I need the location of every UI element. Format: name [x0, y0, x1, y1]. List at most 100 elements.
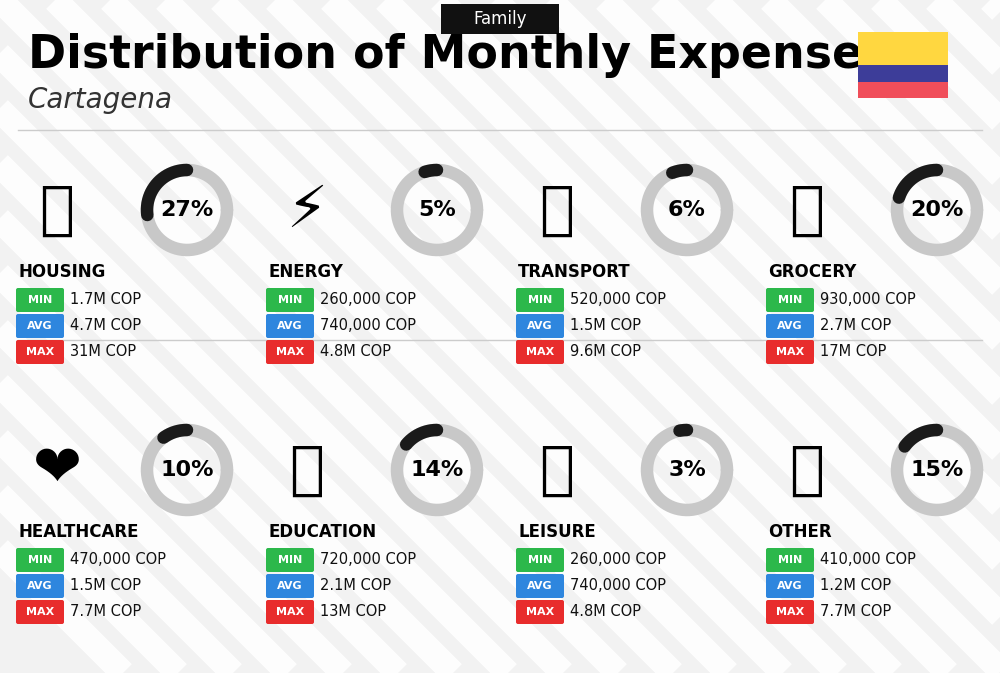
- Text: 1.7M COP: 1.7M COP: [70, 293, 141, 308]
- Text: 740,000 COP: 740,000 COP: [570, 579, 666, 594]
- FancyBboxPatch shape: [266, 600, 314, 624]
- Text: 14%: 14%: [410, 460, 464, 480]
- Text: AVG: AVG: [277, 581, 303, 591]
- Text: 31M COP: 31M COP: [70, 345, 136, 359]
- Text: Distribution of Monthly Expenses: Distribution of Monthly Expenses: [28, 32, 890, 77]
- FancyBboxPatch shape: [516, 600, 564, 624]
- Text: 520,000 COP: 520,000 COP: [570, 293, 666, 308]
- Text: MAX: MAX: [26, 347, 54, 357]
- Text: ⚡: ⚡: [287, 182, 328, 238]
- Text: Family: Family: [473, 10, 527, 28]
- Text: 27%: 27%: [160, 200, 214, 220]
- Text: 1.5M COP: 1.5M COP: [570, 318, 641, 334]
- Text: 720,000 COP: 720,000 COP: [320, 553, 416, 567]
- Text: MAX: MAX: [276, 347, 304, 357]
- FancyBboxPatch shape: [266, 288, 314, 312]
- FancyBboxPatch shape: [16, 548, 64, 572]
- FancyBboxPatch shape: [516, 340, 564, 364]
- Text: 🏢: 🏢: [40, 182, 74, 238]
- Text: 2.7M COP: 2.7M COP: [820, 318, 891, 334]
- Text: 9.6M COP: 9.6M COP: [570, 345, 641, 359]
- FancyBboxPatch shape: [266, 548, 314, 572]
- Text: 930,000 COP: 930,000 COP: [820, 293, 916, 308]
- FancyBboxPatch shape: [16, 340, 64, 364]
- FancyBboxPatch shape: [766, 548, 814, 572]
- Text: 3%: 3%: [668, 460, 706, 480]
- Text: 13M COP: 13M COP: [320, 604, 386, 620]
- Text: LEISURE: LEISURE: [518, 523, 596, 541]
- Text: MIN: MIN: [28, 555, 52, 565]
- Text: 2.1M COP: 2.1M COP: [320, 579, 391, 594]
- FancyBboxPatch shape: [858, 81, 948, 98]
- Text: 4.8M COP: 4.8M COP: [570, 604, 641, 620]
- FancyBboxPatch shape: [516, 314, 564, 338]
- Text: MAX: MAX: [26, 607, 54, 617]
- Text: ❤️: ❤️: [33, 441, 81, 499]
- FancyBboxPatch shape: [766, 600, 814, 624]
- Text: 740,000 COP: 740,000 COP: [320, 318, 416, 334]
- Text: 6%: 6%: [668, 200, 706, 220]
- Text: MIN: MIN: [28, 295, 52, 305]
- Text: 470,000 COP: 470,000 COP: [70, 553, 166, 567]
- Text: OTHER: OTHER: [768, 523, 832, 541]
- Text: ENERGY: ENERGY: [268, 263, 343, 281]
- Text: 🛍️: 🛍️: [540, 441, 574, 499]
- FancyBboxPatch shape: [766, 314, 814, 338]
- FancyBboxPatch shape: [858, 32, 948, 65]
- Text: 17M COP: 17M COP: [820, 345, 886, 359]
- Text: MAX: MAX: [776, 347, 804, 357]
- Text: HOUSING: HOUSING: [18, 263, 105, 281]
- FancyBboxPatch shape: [858, 65, 948, 81]
- Text: MIN: MIN: [278, 295, 302, 305]
- Text: 1.2M COP: 1.2M COP: [820, 579, 891, 594]
- Text: AVG: AVG: [277, 321, 303, 331]
- Text: 🛒: 🛒: [790, 182, 824, 238]
- Text: AVG: AVG: [27, 581, 53, 591]
- Text: AVG: AVG: [527, 321, 553, 331]
- Text: 1.5M COP: 1.5M COP: [70, 579, 141, 594]
- Text: HEALTHCARE: HEALTHCARE: [18, 523, 138, 541]
- Text: 👜: 👜: [790, 441, 824, 499]
- Text: 260,000 COP: 260,000 COP: [320, 293, 416, 308]
- FancyBboxPatch shape: [441, 4, 559, 34]
- FancyBboxPatch shape: [766, 574, 814, 598]
- Text: 🚌: 🚌: [540, 182, 574, 238]
- Text: 🎓: 🎓: [290, 441, 324, 499]
- Text: Cartagena: Cartagena: [28, 86, 173, 114]
- Text: 4.8M COP: 4.8M COP: [320, 345, 391, 359]
- Text: 7.7M COP: 7.7M COP: [820, 604, 891, 620]
- Text: AVG: AVG: [777, 321, 803, 331]
- Text: 410,000 COP: 410,000 COP: [820, 553, 916, 567]
- Text: 20%: 20%: [910, 200, 964, 220]
- Text: TRANSPORT: TRANSPORT: [518, 263, 631, 281]
- Text: GROCERY: GROCERY: [768, 263, 856, 281]
- Text: 10%: 10%: [160, 460, 214, 480]
- Text: 15%: 15%: [910, 460, 964, 480]
- Text: MIN: MIN: [778, 295, 802, 305]
- FancyBboxPatch shape: [266, 314, 314, 338]
- FancyBboxPatch shape: [766, 288, 814, 312]
- FancyBboxPatch shape: [16, 288, 64, 312]
- Text: MIN: MIN: [528, 555, 552, 565]
- FancyBboxPatch shape: [516, 574, 564, 598]
- Text: 4.7M COP: 4.7M COP: [70, 318, 141, 334]
- FancyBboxPatch shape: [516, 548, 564, 572]
- FancyBboxPatch shape: [16, 574, 64, 598]
- Text: MAX: MAX: [526, 607, 554, 617]
- Text: 5%: 5%: [418, 200, 456, 220]
- Text: MAX: MAX: [776, 607, 804, 617]
- FancyBboxPatch shape: [16, 600, 64, 624]
- Text: MIN: MIN: [528, 295, 552, 305]
- FancyBboxPatch shape: [16, 314, 64, 338]
- FancyBboxPatch shape: [266, 340, 314, 364]
- Text: 260,000 COP: 260,000 COP: [570, 553, 666, 567]
- Text: MAX: MAX: [276, 607, 304, 617]
- FancyBboxPatch shape: [266, 574, 314, 598]
- Text: AVG: AVG: [527, 581, 553, 591]
- FancyBboxPatch shape: [516, 288, 564, 312]
- Text: MIN: MIN: [778, 555, 802, 565]
- FancyBboxPatch shape: [766, 340, 814, 364]
- Text: AVG: AVG: [27, 321, 53, 331]
- Text: AVG: AVG: [777, 581, 803, 591]
- Text: MAX: MAX: [526, 347, 554, 357]
